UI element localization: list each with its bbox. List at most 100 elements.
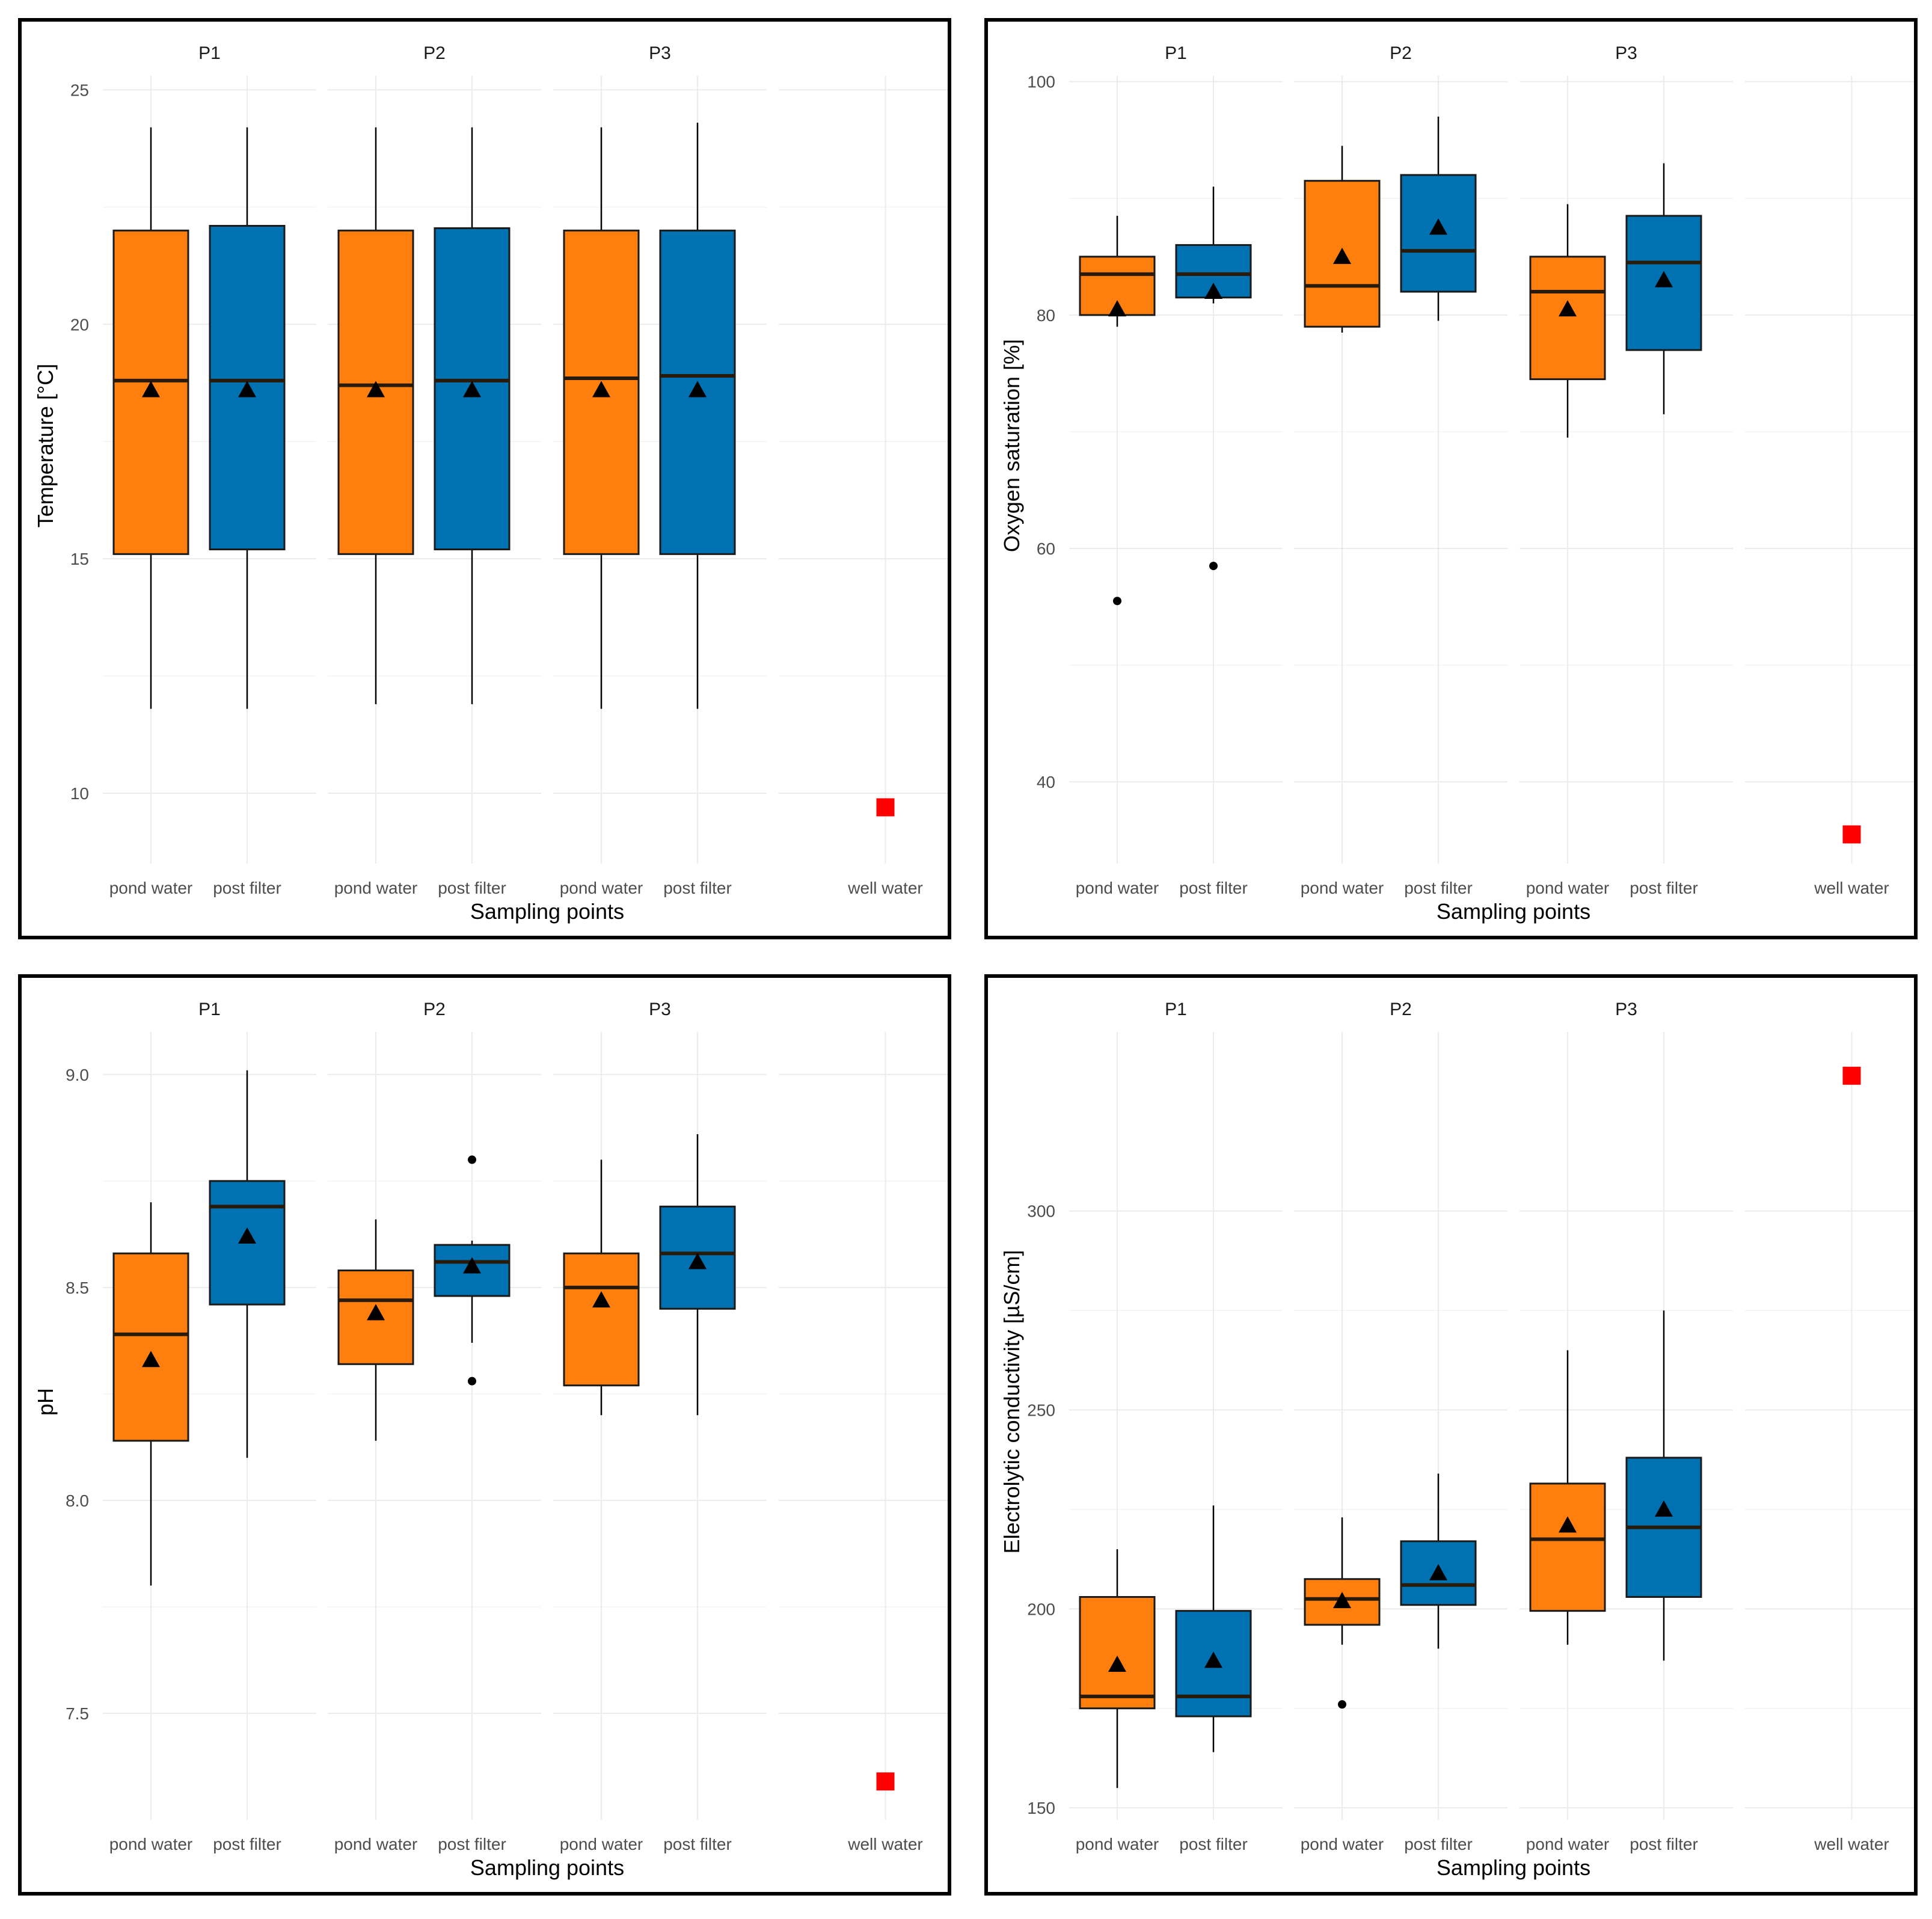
y-axis-title: Temperature [°C]: [33, 364, 58, 528]
facet-label-p1: P1: [198, 43, 221, 63]
y-axis-title: Oxygen saturation [%]: [999, 339, 1024, 552]
y-tick-label: 60: [1037, 539, 1055, 558]
boxplot-p3-post-filter: [659, 1134, 736, 1416]
boxplot-p1-post-filter: [1175, 186, 1252, 571]
y-tick-label: 10: [70, 784, 89, 803]
y-tick-label: 200: [1027, 1600, 1055, 1618]
well-water-marker: [876, 798, 895, 817]
y-axis-title: pH: [33, 1388, 58, 1416]
box-iqr: [1625, 215, 1702, 351]
x-tick-label: post filter: [1179, 1835, 1248, 1853]
x-tick-label: post filter: [213, 879, 281, 897]
x-tick-label: post filter: [1630, 879, 1698, 897]
x-tick-label-well-water: well water: [847, 1835, 922, 1853]
y-tick-label: 9.0: [66, 1066, 89, 1084]
mean-marker: [463, 381, 481, 398]
x-tick-label: post filter: [438, 879, 506, 897]
y-tick-label: 250: [1027, 1401, 1055, 1420]
mean-marker: [1333, 247, 1351, 264]
mean-marker: [142, 1351, 160, 1368]
facet-label-p3: P3: [649, 999, 671, 1019]
boxplot-p3-post-filter: [1625, 163, 1702, 414]
facet-label-p3: P3: [1615, 999, 1637, 1019]
mean-marker: [1204, 1651, 1222, 1668]
mean-marker: [367, 381, 385, 398]
outlier-point: [1338, 1700, 1346, 1709]
mean-marker: [1429, 1564, 1447, 1580]
x-tick-label: pond water: [109, 1835, 193, 1853]
x-tick-label: post filter: [213, 1835, 281, 1853]
box-iqr: [337, 1270, 414, 1365]
facet-label-p3: P3: [649, 43, 671, 63]
x-tick-label: post filter: [1404, 879, 1473, 897]
x-axis-title: Sampling points: [470, 899, 624, 924]
boxplot-p1-post-filter: [209, 127, 286, 709]
boxplot-p3-pond-water: [563, 1159, 640, 1416]
mean-marker: [238, 1227, 256, 1244]
facet-label-p2: P2: [1390, 999, 1412, 1019]
facet-label-p1: P1: [198, 999, 221, 1019]
boxplot-p2-post-filter: [434, 127, 511, 704]
x-tick-label: pond water: [334, 1835, 418, 1853]
x-tick-label-well-water: well water: [1814, 879, 1889, 897]
outlier-point: [1209, 562, 1218, 571]
x-axis-title: Sampling points: [1437, 899, 1590, 924]
mean-marker: [463, 1257, 481, 1274]
well-water-marker: [1842, 825, 1861, 844]
x-tick-label: pond water: [1301, 879, 1384, 897]
temperature-chart-panel: 10 15 20 25 P1 P2 P3 pond water post filter pond …: [18, 18, 951, 939]
x-tick-label: post filter: [663, 879, 732, 897]
boxplot-p3-pond-water: [563, 127, 640, 709]
x-axis-title: Sampling points: [470, 1855, 624, 1880]
box-iqr: [1400, 1540, 1477, 1606]
facet-label-p3: P3: [1615, 43, 1637, 63]
boxplot-p1-post-filter: [209, 1070, 286, 1458]
facet-label-p2: P2: [423, 999, 446, 1019]
mean-marker: [1108, 1655, 1126, 1672]
y-axis-title: Electrolytic conductivity [µS/cm]: [999, 1250, 1024, 1554]
x-tick-label: pond water: [1301, 1835, 1384, 1853]
facet-label-p2: P2: [423, 43, 446, 63]
x-tick-label: pond water: [109, 879, 193, 897]
mean-marker: [238, 381, 256, 398]
y-tick-label: 150: [1027, 1799, 1055, 1817]
chart-svg-1: 40 60 80 100 P1 P2 P3 pond water post filter pond…: [999, 43, 1914, 924]
boxplot-p1-pond-water: [112, 1202, 189, 1586]
mean-marker: [1108, 300, 1126, 317]
well-water-marker: [876, 1772, 895, 1791]
boxplot-p2-post-filter: [434, 1155, 511, 1386]
x-tick-label: post filter: [438, 1835, 506, 1853]
boxplot-p2-pond-water: [337, 127, 414, 704]
y-tick-label: 20: [70, 315, 89, 334]
x-axis-title: Sampling points: [1437, 1855, 1590, 1880]
box-iqr: [1529, 256, 1606, 381]
x-tick-label: post filter: [1179, 879, 1248, 897]
y-tick-label: 25: [70, 81, 89, 99]
boxplot-p2-post-filter: [1400, 116, 1477, 321]
x-tick-label: pond water: [1076, 879, 1159, 897]
boxplot-p1-pond-water: [1079, 1549, 1156, 1789]
mean-marker: [367, 1304, 385, 1321]
boxplot-p1-pond-water: [1079, 215, 1156, 606]
mean-marker: [688, 1253, 707, 1270]
facet-label-p1: P1: [1165, 999, 1187, 1019]
y-tick-label: 100: [1027, 73, 1055, 91]
boxplot-p3-pond-water: [1529, 204, 1606, 438]
conductivity-chart-panel: 150 200 250 300 P1 P2 P3 pond water post filter p…: [984, 974, 1918, 1896]
boxplot-p1-pond-water: [112, 127, 189, 709]
x-tick-label-well-water: well water: [847, 879, 922, 897]
well-water-marker: [1842, 1066, 1861, 1085]
boxplot-p2-post-filter: [1400, 1473, 1477, 1649]
mean-marker: [142, 381, 160, 398]
box-iqr: [563, 1252, 640, 1387]
mean-marker: [592, 381, 610, 398]
mean-marker: [592, 1291, 610, 1308]
boxplot-p3-post-filter: [659, 122, 736, 709]
mean-marker: [1655, 271, 1673, 287]
x-tick-label-well-water: well water: [1814, 1835, 1889, 1853]
gridlines: [103, 1032, 948, 1820]
ph-chart-panel: 7.5 8.0 8.5 9.0 P1 P2 P3 pond water post filter p…: [18, 974, 951, 1896]
boxplot-p1-post-filter: [1175, 1505, 1252, 1752]
boxplot-p3-pond-water: [1529, 1350, 1606, 1645]
mean-marker: [1204, 283, 1222, 299]
